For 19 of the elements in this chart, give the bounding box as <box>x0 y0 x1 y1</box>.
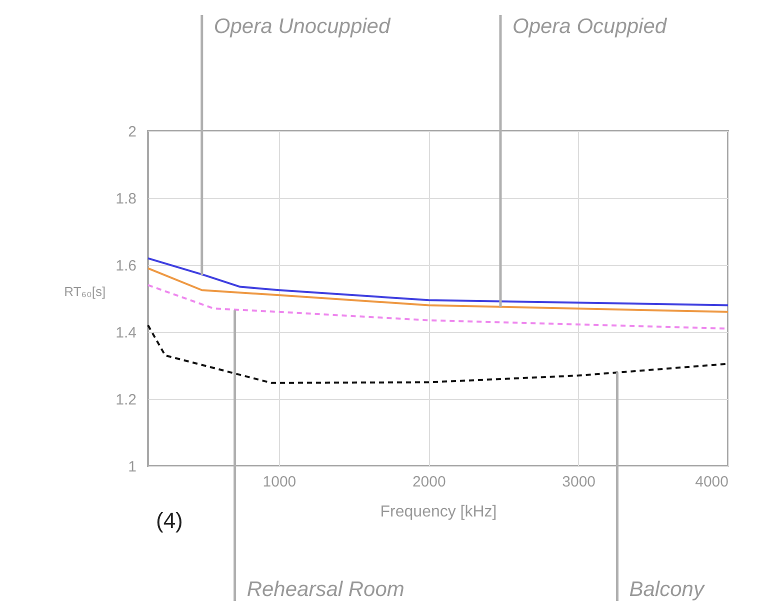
line-series <box>147 267 729 313</box>
y-tick-label: 1 <box>128 458 136 476</box>
annotation: Rehearsal Room <box>246 578 404 601</box>
x-tick-label: 4000 <box>695 474 728 490</box>
annotation: Opera Unocuppied <box>214 15 392 38</box>
y-tick-label: 2 <box>128 124 136 140</box>
annotation: Balcony <box>629 578 706 601</box>
text: (4) <box>156 508 183 533</box>
x-tick-label: 3000 <box>562 474 596 490</box>
y-tick-label: 1.2 <box>116 392 136 408</box>
annotation: Opera Ocuppied <box>512 15 668 38</box>
x-tick-label: 2000 <box>412 474 446 490</box>
y-tick-label: 1.6 <box>116 258 136 274</box>
x-axis-title: Frequency [kHz] <box>380 504 497 520</box>
y-axis-title: RT₆₀[s] <box>64 284 106 299</box>
line-series <box>147 257 729 306</box>
x-tick-label: 1000 <box>262 474 296 490</box>
y-tick-label: 1.8 <box>116 190 136 208</box>
y-tick-label: 1.4 <box>116 324 136 342</box>
